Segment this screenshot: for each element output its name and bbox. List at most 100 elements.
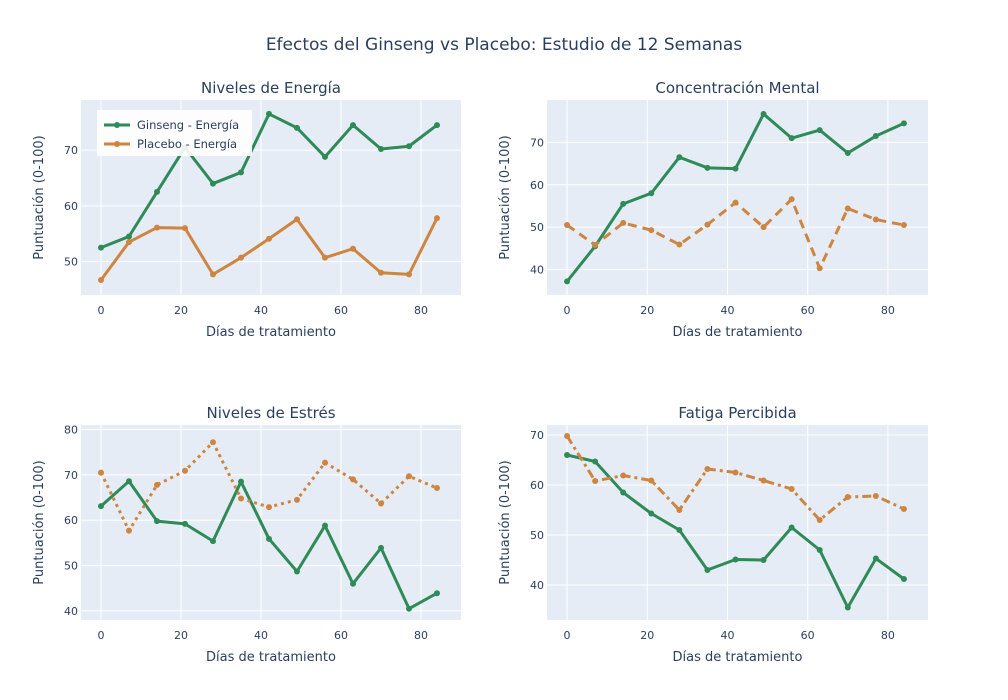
series-ginseng[interactable]: [564, 452, 907, 611]
data-point[interactable]: [620, 472, 627, 479]
series-placebo[interactable]: [564, 433, 907, 523]
series-placebo[interactable]: [564, 196, 907, 272]
data-point[interactable]: [182, 520, 188, 527]
data-point[interactable]: [592, 458, 599, 465]
data-point[interactable]: [406, 605, 412, 612]
data-point[interactable]: [592, 241, 599, 248]
data-point[interactable]: [676, 241, 683, 248]
data-point[interactable]: [322, 522, 328, 529]
data-point[interactable]: [294, 496, 300, 503]
data-point[interactable]: [648, 510, 655, 517]
data-point[interactable]: [760, 110, 767, 117]
data-point[interactable]: [434, 122, 440, 129]
data-point[interactable]: [760, 477, 767, 484]
data-point[interactable]: [238, 254, 244, 261]
data-point[interactable]: [210, 271, 216, 278]
data-point[interactable]: [126, 527, 132, 534]
data-point[interactable]: [592, 478, 599, 484]
data-point[interactable]: [816, 547, 823, 553]
series-placebo[interactable]: [98, 439, 440, 534]
data-point[interactable]: [126, 478, 132, 485]
data-point[interactable]: [900, 576, 907, 582]
data-point[interactable]: [350, 245, 356, 252]
data-point[interactable]: [844, 205, 851, 212]
data-point[interactable]: [350, 580, 356, 587]
data-point[interactable]: [788, 486, 795, 492]
data-point[interactable]: [350, 122, 356, 129]
series-ginseng[interactable]: [98, 478, 440, 612]
data-point[interactable]: [266, 535, 272, 542]
data-point[interactable]: [154, 481, 160, 488]
data-point[interactable]: [434, 590, 440, 597]
data-point[interactable]: [378, 544, 384, 551]
data-point[interactable]: [210, 180, 216, 187]
data-point[interactable]: [872, 493, 879, 499]
data-point[interactable]: [704, 466, 711, 472]
data-point[interactable]: [238, 478, 244, 485]
data-point[interactable]: [900, 506, 907, 512]
data-point[interactable]: [620, 219, 627, 226]
data-point[interactable]: [210, 439, 216, 446]
data-point[interactable]: [406, 473, 412, 480]
data-point[interactable]: [126, 233, 132, 240]
data-point[interactable]: [182, 225, 188, 232]
data-point[interactable]: [434, 215, 440, 222]
data-point[interactable]: [788, 196, 795, 203]
data-point[interactable]: [126, 239, 132, 246]
data-point[interactable]: [816, 127, 823, 134]
data-point[interactable]: [872, 133, 879, 140]
series-ginseng[interactable]: [98, 110, 440, 251]
data-point[interactable]: [648, 227, 655, 234]
data-point[interactable]: [704, 221, 711, 228]
data-point[interactable]: [732, 469, 739, 476]
data-point[interactable]: [872, 555, 879, 562]
data-point[interactable]: [266, 235, 272, 242]
data-point[interactable]: [844, 604, 851, 611]
data-point[interactable]: [816, 265, 823, 272]
data-point[interactable]: [294, 124, 300, 131]
data-point[interactable]: [406, 143, 412, 150]
data-point[interactable]: [182, 467, 188, 474]
series-ginseng[interactable]: [564, 110, 907, 285]
data-point[interactable]: [564, 222, 571, 229]
data-point[interactable]: [294, 216, 300, 223]
data-point[interactable]: [210, 538, 216, 545]
series-placebo[interactable]: [98, 215, 440, 283]
data-point[interactable]: [648, 477, 655, 484]
data-point[interactable]: [760, 557, 767, 563]
data-point[interactable]: [294, 568, 300, 575]
data-point[interactable]: [676, 527, 683, 533]
data-point[interactable]: [844, 149, 851, 156]
data-point[interactable]: [322, 153, 328, 160]
data-point[interactable]: [564, 452, 571, 458]
data-point[interactable]: [816, 517, 823, 523]
data-point[interactable]: [266, 110, 272, 117]
data-point[interactable]: [676, 507, 683, 513]
data-point[interactable]: [872, 216, 879, 223]
data-point[interactable]: [732, 556, 739, 563]
data-point[interactable]: [788, 524, 795, 531]
data-point[interactable]: [98, 469, 104, 476]
data-point[interactable]: [378, 146, 384, 153]
data-point[interactable]: [266, 504, 272, 511]
data-point[interactable]: [704, 567, 711, 573]
data-point[interactable]: [434, 485, 440, 492]
data-point[interactable]: [788, 135, 795, 142]
data-point[interactable]: [98, 244, 104, 251]
data-point[interactable]: [238, 495, 244, 502]
data-point[interactable]: [900, 222, 907, 229]
data-point[interactable]: [238, 169, 244, 176]
data-point[interactable]: [648, 190, 655, 197]
legend-item-placebo[interactable]: Placebo - Energía: [104, 137, 237, 151]
data-point[interactable]: [378, 500, 384, 507]
data-point[interactable]: [760, 224, 767, 231]
data-point[interactable]: [732, 199, 739, 206]
legend-item-ginseng[interactable]: Ginseng - Energía: [104, 118, 239, 132]
data-point[interactable]: [620, 200, 627, 207]
data-point[interactable]: [322, 254, 328, 261]
data-point[interactable]: [350, 476, 356, 483]
data-point[interactable]: [732, 165, 739, 172]
data-point[interactable]: [154, 518, 160, 525]
data-point[interactable]: [900, 120, 907, 127]
data-point[interactable]: [154, 224, 160, 231]
